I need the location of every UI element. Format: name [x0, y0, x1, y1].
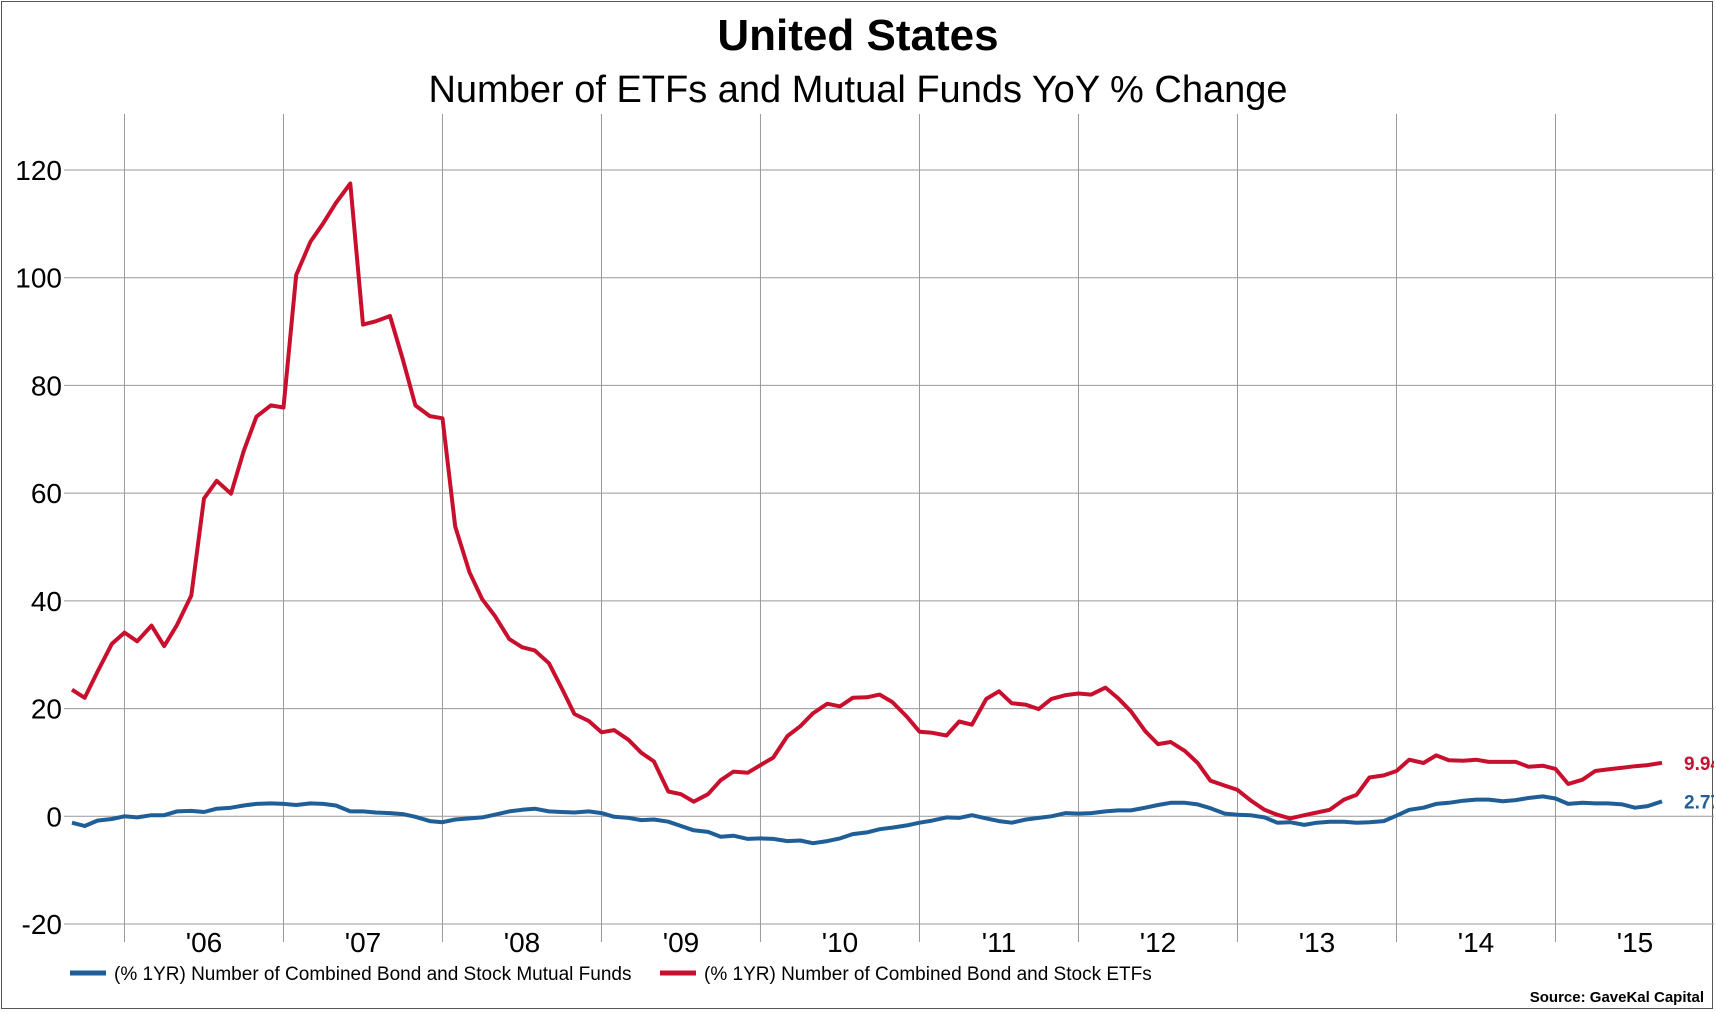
y-tick-label: 20	[31, 694, 62, 725]
x-tick-label: '12	[1140, 927, 1177, 958]
grid-lines	[64, 114, 1714, 942]
x-tick-label: '06	[186, 927, 223, 958]
chart-title: United States	[717, 11, 998, 60]
y-axis-ticks: -20 0 20 40 60 80 100 120	[15, 155, 62, 940]
y-tick-label: 60	[31, 478, 62, 509]
legend: (% 1YR) Number of Combined Bond and Stoc…	[70, 964, 1152, 985]
x-tick-label: '10	[822, 927, 859, 958]
chart-subtitle: Number of ETFs and Mutual Funds YoY % Ch…	[428, 69, 1287, 111]
series-lines	[70, 181, 1663, 846]
legend-label-etfs: (% 1YR) Number of Combined Bond and Stoc…	[704, 964, 1152, 985]
x-tick-label: '08	[504, 927, 541, 958]
end-label-mutual_funds: 2.77	[1684, 792, 1714, 813]
end-label-etfs: 9.94	[1684, 754, 1714, 775]
x-tick-label: '15	[1617, 927, 1654, 958]
y-tick-label: 0	[46, 801, 62, 832]
source-note: Source: GaveKal Capital	[1530, 989, 1704, 1006]
x-tick-label: '14	[1458, 927, 1495, 958]
x-tick-label: '13	[1299, 927, 1336, 958]
legend-label-mutual-funds: (% 1YR) Number of Combined Bond and Stoc…	[114, 964, 631, 985]
x-tick-label: '09	[663, 927, 700, 958]
x-tick-label: '11	[982, 927, 1016, 958]
series-line-etfs	[70, 181, 1663, 821]
y-tick-label: 120	[15, 155, 62, 186]
y-tick-label: -20	[22, 909, 62, 940]
x-axis-ticks: '06 '07 '08 '09 '10 '11 '12 '13 '14 '15	[186, 927, 1654, 958]
y-tick-label: 40	[31, 586, 62, 617]
end-labels: 2.77 9.94	[1684, 754, 1714, 814]
x-tick-label: '07	[345, 927, 382, 958]
y-tick-label: 80	[31, 370, 62, 401]
y-tick-label: 100	[15, 263, 62, 294]
series-line-mutual_funds	[71, 794, 1663, 846]
